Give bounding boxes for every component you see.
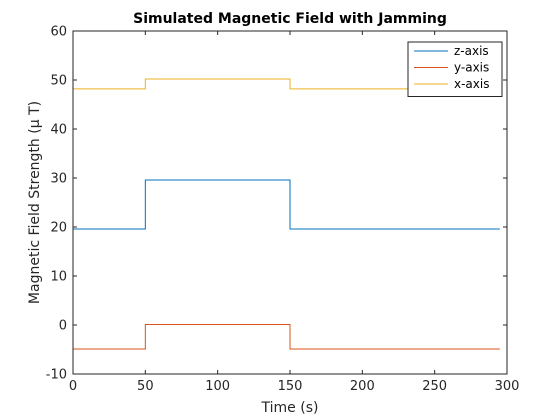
chart-title: Simulated Magnetic Field with Jamming — [133, 11, 447, 27]
x-tick-label: 50 — [137, 379, 154, 394]
x-tick-label: 250 — [422, 379, 447, 394]
series-layer — [73, 78, 500, 350]
x-axis-label: Time (s) — [261, 400, 319, 416]
series-line-x-axis — [73, 78, 500, 90]
legend-entry-z-axis: z-axis — [454, 44, 489, 58]
legend: z-axis y-axis x-axis — [407, 41, 503, 97]
series-line-y-axis — [73, 324, 500, 350]
series-line-z-axis — [73, 179, 500, 230]
y-tick-label: 10 — [50, 270, 67, 285]
legend-entry-x-axis: x-axis — [454, 77, 489, 91]
y-tick-label: 0 — [59, 319, 67, 334]
x-tick-label: 300 — [495, 379, 520, 394]
x-tick-label: 150 — [278, 379, 303, 394]
x-tick-label: 100 — [205, 379, 230, 394]
y-tick-label: 20 — [50, 221, 67, 236]
y-axis-label: Magnetic Field Strength (μ T) — [27, 101, 43, 304]
x-tick-label: 200 — [350, 379, 375, 394]
y-tick-label: 50 — [50, 74, 67, 89]
x-tick-label: 0 — [69, 379, 77, 394]
legend-entry-y-axis: y-axis — [454, 61, 489, 75]
y-tick-label: -10 — [46, 368, 67, 383]
y-tick-label: 40 — [50, 123, 67, 138]
y-tick-label: 60 — [50, 25, 67, 40]
y-tick-label: 30 — [50, 172, 67, 187]
